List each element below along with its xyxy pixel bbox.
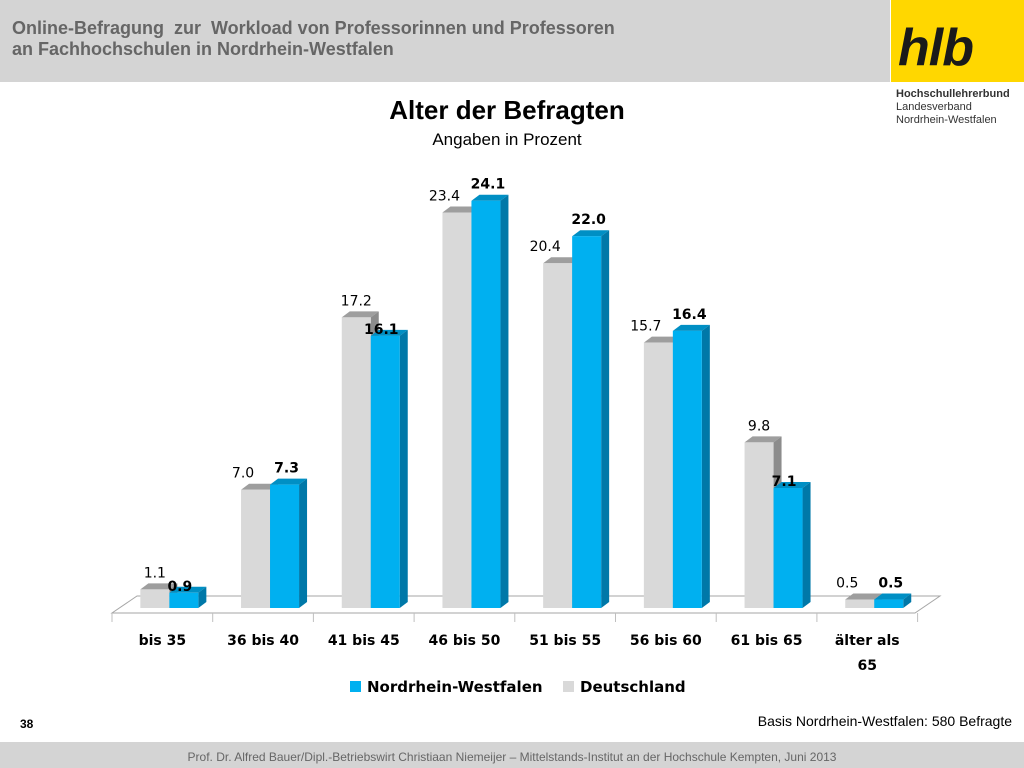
slide-title-line-1: Online-Befragung zur Workload von Profes… xyxy=(12,18,615,38)
bar-nrw-top xyxy=(572,230,610,237)
footer-band xyxy=(0,742,1024,768)
x-tick-label: 65 xyxy=(858,658,877,674)
legend-label: Deutschland xyxy=(580,678,686,696)
bar-deutschland-top xyxy=(140,583,178,590)
bar-nrw-side xyxy=(601,230,610,608)
data-label-deutschland: 20.4 xyxy=(530,239,561,255)
bar-nrw xyxy=(169,592,199,608)
bar-deutschland-top xyxy=(341,311,379,318)
bar-deutschland-top xyxy=(643,336,681,343)
legend-label: Nordrhein-Westfalen xyxy=(367,678,543,696)
bar-nrw-side xyxy=(802,482,811,608)
bar-nrw-top xyxy=(672,324,710,331)
data-label-nrw: 16.1 xyxy=(364,322,399,338)
bar-nrw xyxy=(471,200,501,608)
bar-nrw-side xyxy=(903,593,912,608)
x-tick-label: 36 bis 40 xyxy=(227,633,299,649)
bar-nrw xyxy=(370,335,400,608)
data-label-nrw: 22.0 xyxy=(571,212,606,228)
hlb-logo-box xyxy=(891,0,1024,82)
org-name: Hochschullehrerbund Landesverband Nordrh… xyxy=(896,88,1022,127)
bar-deutschland xyxy=(845,599,875,608)
bar-nrw-side xyxy=(198,586,207,608)
slide-title: Online-Befragung zur Workload von Profes… xyxy=(12,18,882,60)
x-tick-label: 46 bis 50 xyxy=(429,633,501,649)
data-label-deutschland: 9.8 xyxy=(748,418,770,434)
x-tick-label: 41 bis 45 xyxy=(328,633,400,649)
org-name-line-3: Nordrhein-Westfalen xyxy=(896,114,997,126)
x-tick-label: 61 bis 65 xyxy=(731,633,803,649)
slide-title-line-2: an Fachhochschulen in Nordrhein-Westfale… xyxy=(12,39,394,59)
chart-title: Alter der Befragten xyxy=(389,95,625,125)
header-band xyxy=(0,0,890,82)
bar-nrw xyxy=(672,330,702,608)
data-label-nrw: 7.3 xyxy=(274,461,299,477)
age-bar-chart: 1.10.9 bis 35 7.0 7.3 36 bis 40 17.2 16.1 41 bi… xyxy=(110,177,942,696)
x-tick-label: 56 bis 60 xyxy=(630,633,702,649)
bar-nrw-side xyxy=(701,324,710,608)
data-label-nrw: 7.1 xyxy=(772,474,797,490)
bar-nrw xyxy=(874,599,904,608)
bar-nrw-top xyxy=(471,194,509,201)
x-tick-label: 51 bis 55 xyxy=(529,633,601,649)
legend-swatch xyxy=(350,681,361,692)
data-label-nrw: 16.4 xyxy=(672,307,707,323)
basis-note: Basis Nordrhein-Westfalen: 580 Befragte xyxy=(757,713,1012,729)
bar-nrw-top xyxy=(169,586,207,593)
hlb-logo: hlb xyxy=(898,19,974,77)
bar-deutschland-top xyxy=(543,257,581,264)
data-label-nrw: 0.5 xyxy=(878,576,903,592)
bar-deutschland xyxy=(744,442,774,608)
bar-deutschland-top xyxy=(744,436,782,443)
data-label-deutschland: 7.0 xyxy=(232,466,254,482)
bar-deutschland-top xyxy=(845,593,883,600)
bar-deutschland xyxy=(341,317,371,608)
bar-deutschland-top xyxy=(241,483,279,490)
bar-deutschland xyxy=(140,589,170,608)
data-label-deutschland: 15.7 xyxy=(630,319,661,335)
x-tick-label: bis 35 xyxy=(139,633,187,649)
bar-nrw xyxy=(773,488,803,608)
data-label-deutschland: 23.4 xyxy=(429,189,460,205)
chart-floor xyxy=(110,595,942,614)
bar-nrw xyxy=(270,484,300,608)
bar-nrw-top xyxy=(773,482,811,489)
bar-deutschland xyxy=(241,489,271,608)
data-label-nrw: 24.1 xyxy=(471,177,506,193)
page-number: 38 xyxy=(20,717,34,731)
bar-deutschland xyxy=(442,212,472,609)
x-tick-label: älter als xyxy=(835,633,900,649)
bar-nrw xyxy=(572,236,602,608)
bar-nrw-top xyxy=(370,329,408,336)
bar-nrw-side xyxy=(399,329,408,608)
bar-nrw-side xyxy=(500,194,509,608)
bar-deutschland xyxy=(643,342,673,608)
footer-credit: Prof. Dr. Alfred Bauer/Dipl.-Betriebswir… xyxy=(187,750,837,764)
data-label-deutschland: 1.1 xyxy=(144,565,166,581)
data-label-deutschland: 0.5 xyxy=(836,576,858,592)
bar-deutschland-top xyxy=(442,206,480,213)
bar-nrw-side xyxy=(299,478,308,608)
data-label-deutschland: 17.2 xyxy=(341,293,372,309)
bar-deutschland xyxy=(543,263,573,608)
legend-swatch xyxy=(563,681,574,692)
data-label-nrw: 0.9 xyxy=(167,579,192,595)
bar-nrw-top xyxy=(874,593,912,600)
org-name-line-1: Hochschullehrerbund xyxy=(896,88,1010,100)
chart-subtitle: Angaben in Prozent xyxy=(432,130,582,149)
bar-nrw-top xyxy=(270,478,308,485)
org-name-line-2: Landesverband xyxy=(896,101,972,113)
